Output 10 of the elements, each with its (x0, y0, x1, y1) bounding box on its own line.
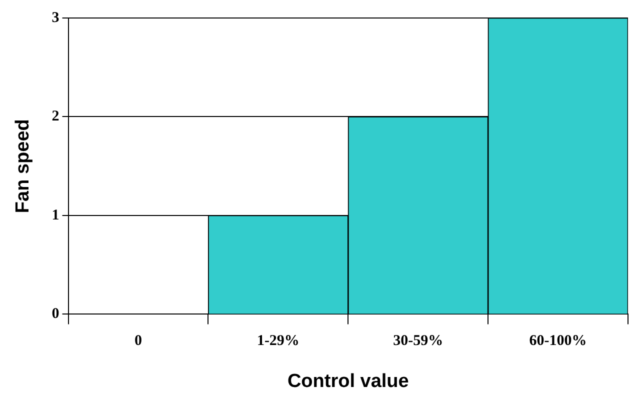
x-tick-label: 60-100% (529, 333, 587, 350)
x-tick-label: 1-29% (256, 333, 300, 350)
y-tick-label: 1 (52, 207, 60, 224)
y-tick-label: 2 (52, 108, 60, 125)
y-tick-label: 0 (52, 306, 60, 322)
x-axis-title: Control value (287, 370, 409, 392)
x-tick-label: 0 (134, 333, 142, 350)
y-axis-title: Fan speed (12, 119, 34, 214)
x-tick-label: 30-59% (393, 333, 444, 350)
y-tick-label: 3 (52, 10, 60, 26)
